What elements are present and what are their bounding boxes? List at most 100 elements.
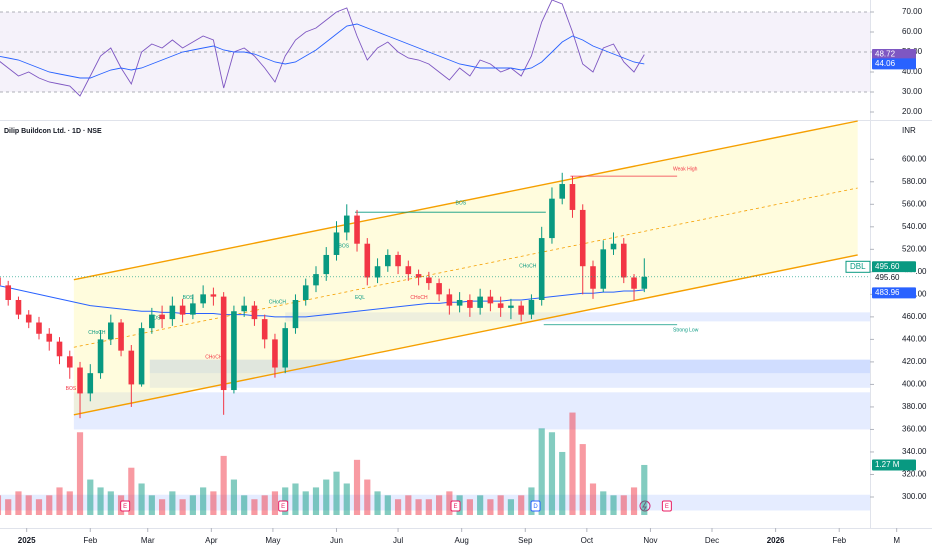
candle-body <box>374 266 381 278</box>
y-tick-label: 420.00 <box>902 357 927 366</box>
candle-body <box>97 339 104 374</box>
price-label: 495.60 <box>875 262 900 271</box>
volume-bar <box>436 495 443 515</box>
annotation: EQL <box>355 295 365 301</box>
volume-bar <box>46 495 53 515</box>
event-box <box>450 500 461 512</box>
zone <box>0 494 870 511</box>
x-tick-label: 2025 <box>18 536 36 545</box>
candle-body <box>333 232 340 255</box>
volume-bar <box>200 487 207 515</box>
candle-body <box>508 305 514 308</box>
volume-bar <box>353 459 361 515</box>
channel-line <box>73 120 858 281</box>
candle-body <box>190 303 196 315</box>
candle-body <box>108 322 114 340</box>
volume-bar <box>179 499 186 515</box>
event-label: E <box>665 504 669 510</box>
volume-bar <box>271 491 279 515</box>
candle-body <box>579 209 586 267</box>
candle-body <box>559 184 566 199</box>
candle-body <box>261 319 268 340</box>
volume-bar <box>518 495 525 515</box>
y-tick-label: 70.00 <box>902 7 923 16</box>
volume-bar <box>261 495 268 515</box>
annotation: BOS <box>456 201 467 207</box>
volume-bar <box>374 491 381 515</box>
volume-bar <box>559 451 566 515</box>
x-tick-label: Nov <box>643 536 657 545</box>
candle-body <box>118 322 124 351</box>
volume-bar <box>569 412 576 515</box>
candle-body <box>179 305 186 315</box>
price-label-box <box>872 459 916 471</box>
rsi-line <box>0 0 645 97</box>
event-label: E <box>454 504 458 510</box>
volume-bar <box>487 499 494 515</box>
symbol-label: DBL <box>850 262 866 271</box>
volume-bar <box>66 491 73 515</box>
candle-body <box>497 303 504 308</box>
candle-body <box>302 285 309 300</box>
annotation: CHoCH <box>88 330 106 336</box>
candle-body <box>323 254 330 275</box>
y-tick-label: 340.00 <box>902 447 927 456</box>
candle-body <box>467 299 473 308</box>
volume-bar <box>333 471 340 515</box>
candle-body <box>169 305 176 320</box>
y-tick-label: 380.00 <box>902 402 927 411</box>
candle-body <box>77 367 83 394</box>
annotation: BOS <box>150 315 161 321</box>
candle-body <box>159 314 165 320</box>
y-tick-label: 300.00 <box>902 492 927 501</box>
candle-body <box>282 328 289 368</box>
price-label-box <box>872 287 916 299</box>
price-label-box <box>872 261 916 273</box>
price-label: 44.06 <box>875 59 896 68</box>
candle-body <box>25 314 32 323</box>
price-label: 1.27 M <box>875 460 900 469</box>
volume-bar <box>87 479 94 515</box>
unit-label: INR <box>902 126 916 135</box>
y-tick-label: 60.00 <box>902 27 923 36</box>
x-tick-label: Feb <box>83 536 97 545</box>
price-label: 483.96 <box>875 288 900 297</box>
volume-bar <box>107 491 114 515</box>
volume-bar <box>210 491 217 515</box>
volume-bar <box>159 499 166 515</box>
volume-bar <box>364 479 371 515</box>
volume-bar <box>394 499 402 515</box>
volume-bar <box>425 499 432 515</box>
zone <box>149 373 871 388</box>
annotation: CHoCH <box>410 295 428 301</box>
candle-body <box>0 277 1 286</box>
candle-body <box>220 296 227 391</box>
candle-body <box>15 299 22 315</box>
volume-bar <box>302 491 309 515</box>
volume-bar <box>35 499 43 515</box>
volume-bar <box>76 432 84 515</box>
volume-bar <box>610 495 617 515</box>
candle-body <box>354 215 360 244</box>
volume-bar <box>343 483 350 515</box>
volume-bar <box>589 483 597 515</box>
event-box <box>530 500 541 512</box>
volume-bar <box>251 499 258 515</box>
volume-bar <box>323 479 330 515</box>
candle-body <box>231 311 237 391</box>
candle-body <box>251 305 258 320</box>
annotation: BOS <box>339 243 350 249</box>
y-tick-label: 40.00 <box>902 67 923 76</box>
candle-body <box>292 299 299 329</box>
price-label: 495.60 <box>875 273 900 282</box>
symbol-box <box>845 260 871 273</box>
y-tick-label: 460.00 <box>902 312 927 321</box>
event-label: E <box>281 504 285 510</box>
candle-body <box>210 294 217 297</box>
candle-body <box>590 266 596 289</box>
y-tick-label: 30.00 <box>902 87 923 96</box>
candle-body <box>549 198 555 239</box>
y-tick-label: 520.00 <box>902 244 927 253</box>
volume-bar <box>507 499 515 515</box>
